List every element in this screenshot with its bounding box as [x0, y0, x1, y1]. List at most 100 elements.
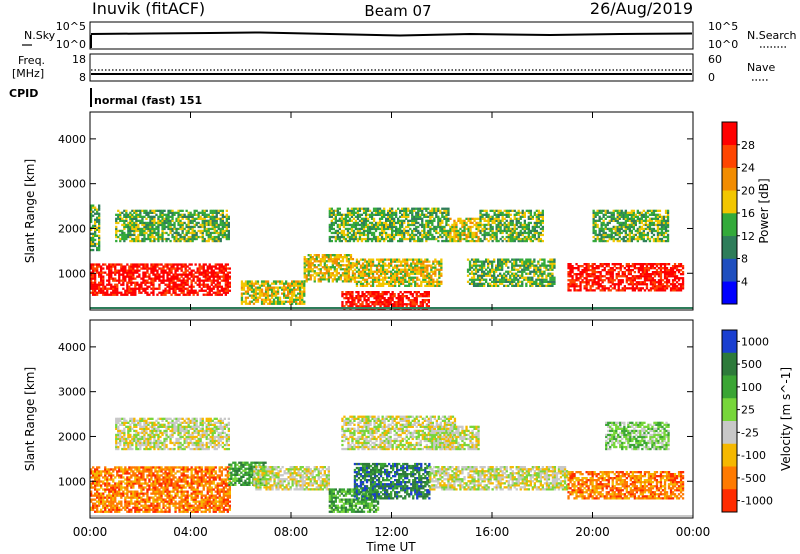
power-data-cell — [402, 278, 405, 281]
power-data-cell — [517, 225, 520, 229]
power-data-cell — [463, 227, 466, 231]
power-data-cell — [248, 286, 252, 289]
power-data-cell — [479, 229, 482, 233]
power-data-cell — [342, 233, 346, 237]
power-data-cell — [396, 266, 399, 269]
power-data-cell — [485, 219, 488, 222]
power-data-cell — [472, 268, 476, 271]
power-data-cell — [573, 281, 576, 284]
power-data-cell — [177, 211, 180, 214]
power-data-cell — [515, 223, 518, 227]
power-data-cell — [383, 215, 386, 218]
power-data-cell — [415, 211, 418, 214]
power-data-cell — [501, 258, 504, 261]
power-data-cell — [420, 282, 423, 285]
power-data-cell — [151, 221, 154, 225]
power-data-cell — [385, 237, 388, 241]
power-data-cell — [351, 295, 354, 298]
power-data-cell — [633, 267, 636, 270]
power-data-cell — [182, 277, 185, 280]
power-data-cell — [485, 274, 488, 277]
power-data-cell — [124, 275, 127, 278]
power-data-cell — [581, 281, 584, 284]
power-data-cell — [344, 233, 348, 237]
power-data-cell — [429, 233, 432, 237]
power-data-cell — [537, 262, 540, 265]
power-data-cell — [453, 225, 456, 229]
power-data-cell — [525, 284, 528, 287]
power-data-cell — [224, 275, 227, 278]
power-data-cell — [361, 264, 365, 267]
power-data-cell — [197, 221, 200, 225]
power-data-cell — [413, 209, 416, 212]
power-data-cell — [90, 277, 93, 280]
power-data-cell — [457, 219, 460, 222]
power-data-cell — [545, 278, 548, 281]
power-data-cell — [339, 256, 342, 259]
power-data-cell — [505, 229, 508, 233]
power-data-cell — [653, 281, 657, 284]
power-data-cell — [599, 279, 602, 282]
power-data-cell — [377, 293, 380, 296]
power-data-cell — [399, 223, 402, 227]
power-data-cell — [250, 282, 254, 285]
power-data-cell — [365, 266, 369, 269]
power-data-cell — [345, 260, 349, 263]
power-data-cell — [593, 269, 596, 272]
power-data-cell — [391, 207, 394, 210]
power-data-cell — [567, 289, 570, 292]
power-data-cell — [209, 227, 212, 231]
power-data-cell — [361, 301, 364, 304]
power-data-cell — [495, 276, 498, 279]
power-data-cell — [102, 287, 105, 290]
power-data-cell — [343, 270, 347, 273]
power-data-cell — [577, 277, 580, 280]
power-data-cell — [349, 301, 352, 304]
power-data-cell — [489, 237, 492, 241]
power-data-cell — [341, 295, 344, 298]
power-data-cell — [379, 299, 382, 302]
power-data-cell — [303, 286, 306, 289]
power-data-cell — [400, 260, 403, 263]
power-data-cell — [133, 237, 136, 241]
power-data-cell — [169, 215, 172, 218]
power-data-cell — [216, 267, 219, 270]
power-data-cell — [127, 221, 130, 225]
power-data-cell — [125, 233, 128, 237]
power-data-cell — [383, 211, 386, 214]
power-data-cell — [661, 279, 665, 282]
power-data-cell — [515, 260, 518, 263]
power-data-cell — [317, 280, 320, 283]
power-data-cell — [227, 221, 230, 225]
power-data-cell — [350, 237, 354, 241]
power-data-cell — [330, 207, 333, 210]
power-data-cell — [395, 231, 398, 235]
power-data-cell — [523, 225, 526, 229]
power-data-cell — [369, 272, 373, 275]
power-data-cell — [240, 282, 244, 285]
power-data-cell — [659, 277, 663, 280]
power-data-cell — [139, 227, 142, 231]
power-data-cell — [657, 273, 661, 276]
power-data-cell — [337, 254, 340, 257]
power-data-cell — [352, 223, 356, 227]
power-data-cell — [497, 213, 500, 216]
power-data-cell — [667, 269, 671, 272]
power-data-cell — [429, 215, 432, 218]
power-data-cell — [541, 225, 544, 229]
power-data-cell — [595, 283, 598, 286]
power-data-cell — [478, 278, 482, 281]
power-data-cell — [145, 209, 148, 212]
power-data-cell — [547, 282, 550, 285]
power-data-cell — [168, 263, 171, 266]
power-data-cell — [98, 242, 101, 246]
power-data-cell — [493, 237, 496, 241]
power-data-cell — [143, 239, 146, 243]
power-data-cell — [172, 277, 175, 280]
power-data-cell — [102, 291, 105, 294]
power-data-cell — [210, 289, 213, 292]
power-data-cell — [383, 231, 386, 235]
power-data-cell — [639, 273, 642, 276]
power-data-cell — [401, 207, 404, 210]
power-data-cell — [222, 279, 225, 282]
